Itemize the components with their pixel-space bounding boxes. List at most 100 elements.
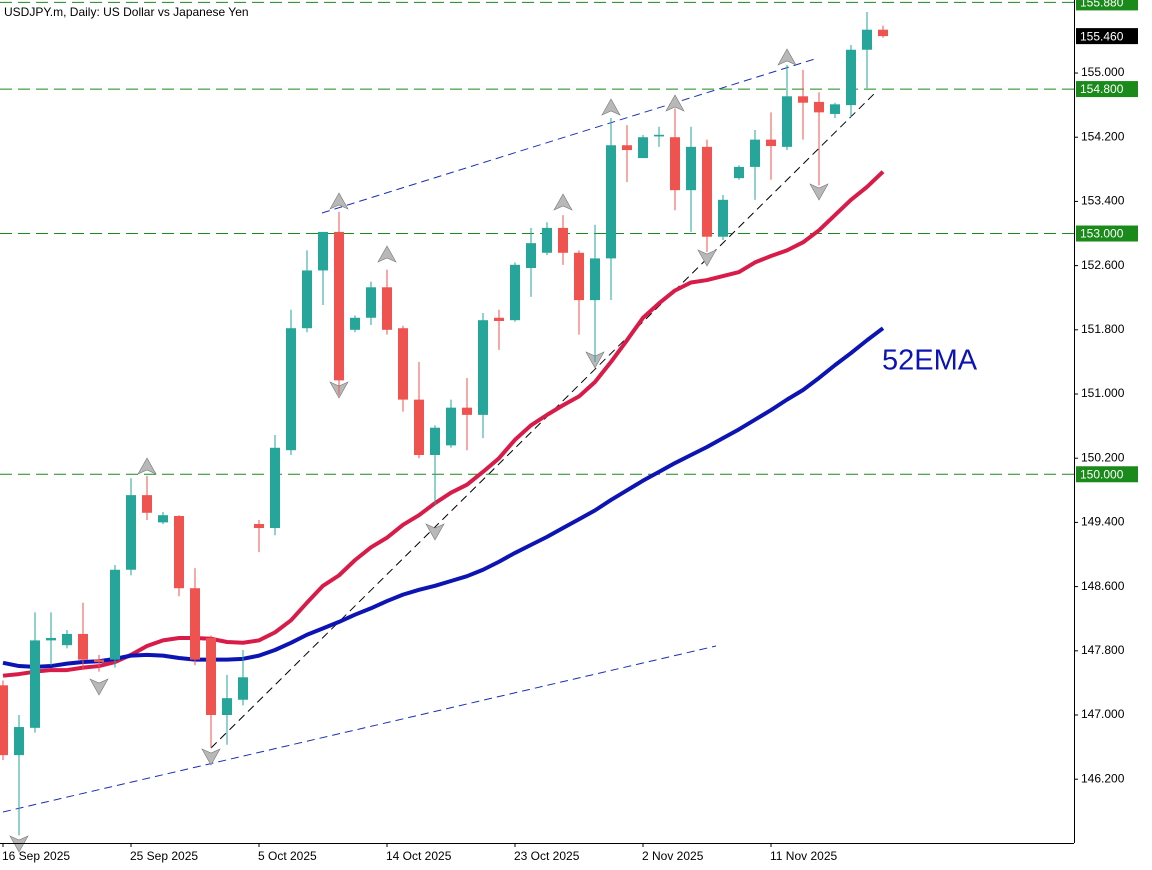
candle-body: [206, 637, 216, 716]
candle-body: [174, 515, 184, 589]
candle-body: [14, 727, 24, 756]
candle-body: [398, 328, 408, 400]
candle-body: [782, 96, 792, 147]
x-tick-label: 23 Oct 2025: [514, 849, 580, 863]
candle-body: [478, 320, 488, 415]
candle-body: [318, 231, 328, 271]
level-label-bg: [1076, 81, 1138, 98]
fractal-up: [665, 94, 685, 112]
candle-body: [494, 317, 504, 321]
candle-body: [798, 96, 808, 103]
fractal-down: [697, 249, 717, 267]
candle-body: [158, 515, 168, 523]
level-label: 155.880: [1080, 0, 1124, 10]
candle-body: [350, 317, 360, 330]
channel-bottom: [2, 645, 717, 813]
level-label: 154.800: [1080, 82, 1124, 96]
y-tick-label: 150.200: [1081, 450, 1125, 464]
fractals: [9, 48, 829, 853]
x-tick-label: 16 Sep 2025: [2, 849, 70, 863]
fractal-up: [777, 48, 797, 66]
fractal-down: [89, 678, 109, 696]
candle-body: [718, 199, 728, 237]
candle-body: [142, 495, 152, 513]
y-tick-label: 152.600: [1081, 258, 1125, 272]
candle-body: [334, 231, 344, 381]
level-label-bg: [1076, 0, 1138, 11]
candle-body: [78, 633, 88, 660]
candle-body: [654, 134, 664, 137]
candle-body: [670, 137, 680, 191]
candle-body: [462, 407, 472, 415]
candle-body: [46, 637, 56, 641]
candle-body: [430, 427, 440, 456]
candle-body: [766, 139, 776, 147]
fractal-down: [201, 748, 221, 766]
candle-body: [366, 287, 376, 318]
price-label: 155.460: [1080, 29, 1124, 43]
candle-body: [542, 227, 552, 253]
fractal-up: [137, 457, 157, 475]
candle-body: [270, 447, 280, 529]
level-label: 153.000: [1080, 227, 1124, 241]
candle-body: [286, 328, 296, 451]
fractal-up: [329, 192, 349, 210]
candle-body: [606, 145, 616, 259]
channel-top: [321, 57, 819, 214]
price-label-bg: [1076, 28, 1138, 45]
candle-body: [750, 139, 760, 167]
y-tick-label: 147.000: [1081, 707, 1125, 721]
y-tick-label: 148.600: [1081, 579, 1125, 593]
candle-body: [814, 101, 824, 113]
annotation: 52EMA: [882, 345, 978, 377]
y-tick-label: 151.000: [1081, 386, 1125, 400]
x-tick-label: 25 Sep 2025: [130, 849, 198, 863]
candle-body: [222, 698, 232, 716]
candle-body: [846, 49, 856, 106]
y-tick-label: 149.400: [1081, 515, 1125, 529]
candle-body: [830, 104, 840, 114]
level-label: 150.000: [1080, 467, 1124, 481]
candle-body: [574, 252, 584, 301]
candle-body: [622, 145, 632, 151]
ema-line: [2, 170, 885, 678]
level-label-bg: [1076, 225, 1138, 242]
trend-lines: [2, 57, 877, 813]
candle-body: [190, 588, 200, 660]
y-tick-label: 147.800: [1081, 643, 1125, 657]
candle-body: [446, 407, 456, 446]
fractal-down: [809, 183, 829, 201]
candle-body: [94, 659, 104, 663]
fractal-up: [553, 193, 573, 211]
fractal-down: [425, 523, 445, 541]
candle-body: [702, 146, 712, 237]
candle-body: [30, 640, 40, 728]
x-tick-label: 11 Nov 2025: [770, 849, 837, 863]
candle-body: [254, 524, 264, 529]
chart-title: USDJPY.m, Daily: US Dollar vs Japanese Y…: [4, 5, 249, 19]
ema-line: [2, 326, 885, 669]
level-label-bg: [1076, 466, 1138, 483]
x-tick-label: 2 Nov 2025: [642, 849, 704, 863]
y-tick-label: 154.200: [1081, 129, 1125, 143]
candle-body: [110, 569, 120, 660]
candle-body: [510, 264, 520, 321]
candle-body: [862, 29, 872, 50]
x-tick-label: 5 Oct 2025: [258, 849, 317, 863]
candle-body: [62, 633, 72, 646]
candle-body: [686, 146, 696, 191]
fractal-up: [377, 245, 397, 263]
candle-body: [638, 137, 648, 159]
candle-body: [526, 243, 536, 269]
candle-body: [126, 495, 136, 570]
y-tick-label: 153.400: [1081, 194, 1125, 208]
y-tick-label: 151.800: [1081, 322, 1125, 336]
y-tick-label: 155.000: [1081, 65, 1125, 79]
candle-body: [558, 227, 568, 253]
candle-body: [590, 258, 600, 301]
candle-body: [734, 166, 744, 179]
candle-body: [878, 29, 888, 37]
y-tick-label: 146.200: [1081, 771, 1125, 785]
